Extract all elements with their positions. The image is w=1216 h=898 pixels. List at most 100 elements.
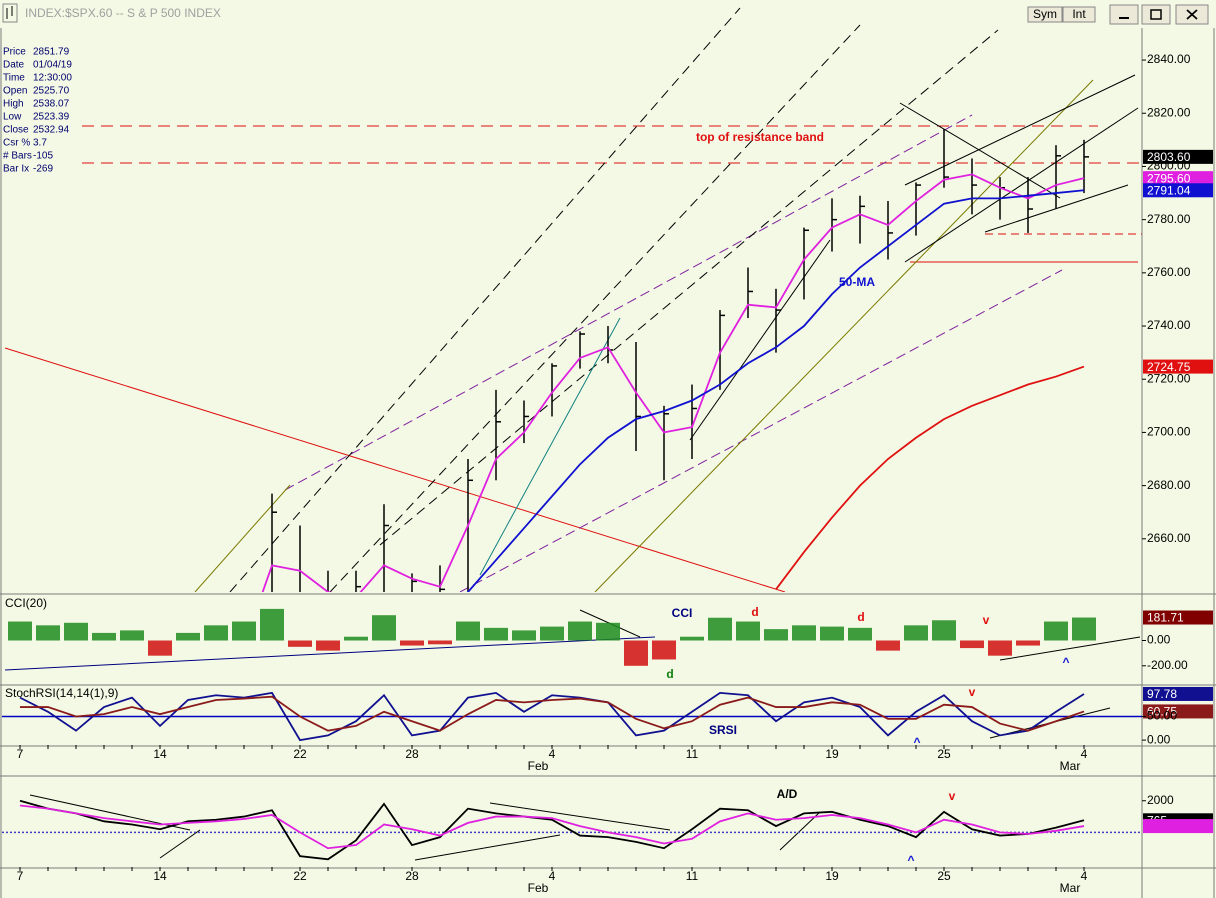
info-value: 3.7: [33, 138, 47, 149]
x-tick-label: 11: [686, 869, 699, 883]
info-label: Price: [3, 47, 26, 58]
x-tick-label: 25: [937, 747, 951, 761]
x-tick-label: 7: [17, 747, 24, 761]
x-tick-label: 28: [405, 747, 419, 761]
cci-bar: [120, 630, 144, 641]
cci-bar: [456, 621, 480, 641]
cci-bar: [36, 625, 60, 641]
trendline: [379, 29, 999, 546]
value-box: [1143, 359, 1213, 374]
y-tick-label: 0.00: [1147, 633, 1171, 647]
int-button-label[interactable]: Int: [1072, 7, 1086, 21]
value-box-label: 2803.60: [1147, 150, 1191, 164]
x-tick-label: 4: [1081, 747, 1088, 761]
info-label: Time: [3, 73, 25, 84]
cci-bar: [1016, 640, 1040, 646]
cci-bar: [316, 640, 340, 651]
x-tick-label: 14: [153, 747, 167, 761]
x-tick-label: 11: [686, 747, 699, 761]
info-value: -105: [33, 151, 53, 162]
value-box-label: 181.71: [1147, 611, 1184, 625]
trendline: [899, 102, 1061, 199]
panel-title: CCI(20): [5, 596, 47, 610]
annotation: ^: [1062, 655, 1069, 669]
minimize-button[interactable]: [1109, 4, 1139, 25]
info-label: Bar Ix: [3, 164, 29, 175]
panel: [2, 799, 1142, 861]
info-value: 12:30:00: [33, 73, 72, 84]
trendline: [159, 829, 201, 859]
info-value: 2523.39: [33, 112, 70, 123]
close-glyph: [1186, 9, 1198, 20]
trendline: [194, 484, 291, 592]
x-tick-label: 25: [937, 869, 951, 883]
value-box-label: 2791.04: [1147, 183, 1191, 197]
y-tick-label: 2740.00: [1147, 318, 1191, 332]
cci-bar: [148, 640, 172, 656]
x-tick-label: 22: [293, 747, 307, 761]
annotation: CCI: [672, 606, 693, 620]
annotation: v: [969, 685, 976, 699]
trendlines: [4, 7, 1142, 592]
cci-bar: [8, 621, 32, 641]
y-tick-label: 2680.00: [1147, 478, 1191, 492]
cci-bar: [820, 626, 844, 641]
value-box-label: 2724.75: [1147, 360, 1191, 374]
y-tick-label: 2000: [1147, 793, 1174, 807]
info-label: Close: [3, 125, 29, 136]
y-tick-label: 2700.00: [1147, 425, 1191, 439]
cci-bar: [344, 636, 368, 641]
value-box-label: 97.78: [1147, 687, 1177, 701]
value-boxes: 765: [1143, 813, 1213, 834]
value-box-label: 60.75: [1147, 705, 1177, 719]
value-box: [1143, 819, 1213, 834]
y-tick-label: 2720.00: [1147, 371, 1191, 385]
trendline: [284, 114, 973, 491]
panel: [261, 129, 1089, 592]
annotation: A/D: [777, 787, 798, 801]
info-label: High: [3, 99, 24, 110]
x-tick-label: 19: [825, 747, 839, 761]
month-label: Feb: [528, 881, 549, 895]
cci-bar: [568, 621, 592, 641]
info-label: Csr %: [3, 138, 30, 149]
cci-bar: [652, 640, 676, 660]
series-line: [775, 365, 1085, 590]
cci-bar: [288, 640, 312, 647]
annotation: d: [857, 610, 864, 624]
trendline: [4, 347, 786, 592]
info-value: 2525.70: [33, 86, 70, 97]
value-box: [1143, 686, 1213, 701]
cci-bar: [176, 632, 200, 641]
y-tick-label: -200.00: [1147, 658, 1188, 672]
info-label: # Bars: [3, 151, 32, 162]
value-boxes: 97.78 60.75: [1143, 686, 1213, 719]
cci-bar: [512, 630, 536, 641]
sym-button-label[interactable]: Sym: [1033, 7, 1057, 21]
trendline: [489, 802, 671, 831]
cci-bar: [708, 617, 732, 641]
cci-bar: [428, 640, 452, 645]
annotation: SRSI: [709, 723, 737, 737]
trendline: [779, 811, 821, 851]
cci-bar: [988, 640, 1012, 656]
maximize-button[interactable]: [1141, 4, 1171, 25]
cci-bar: [764, 629, 788, 641]
annotation: ^: [913, 735, 920, 749]
cci-bar: [1044, 621, 1068, 641]
cci-bar: [680, 636, 704, 641]
cci-bar: [960, 640, 984, 649]
int-button[interactable]: [1062, 6, 1096, 23]
annotation: ^: [907, 853, 914, 867]
cci-bar: [1072, 617, 1096, 641]
x-tick-label: 28: [405, 869, 419, 883]
sym-button[interactable]: [1027, 6, 1063, 23]
y-tick-label: 2820.00: [1147, 105, 1191, 119]
trendline: [479, 317, 621, 576]
maximize-glyph: [1150, 9, 1162, 20]
cci-bar: [232, 621, 256, 641]
y-tick-label: 2780.00: [1147, 212, 1191, 226]
